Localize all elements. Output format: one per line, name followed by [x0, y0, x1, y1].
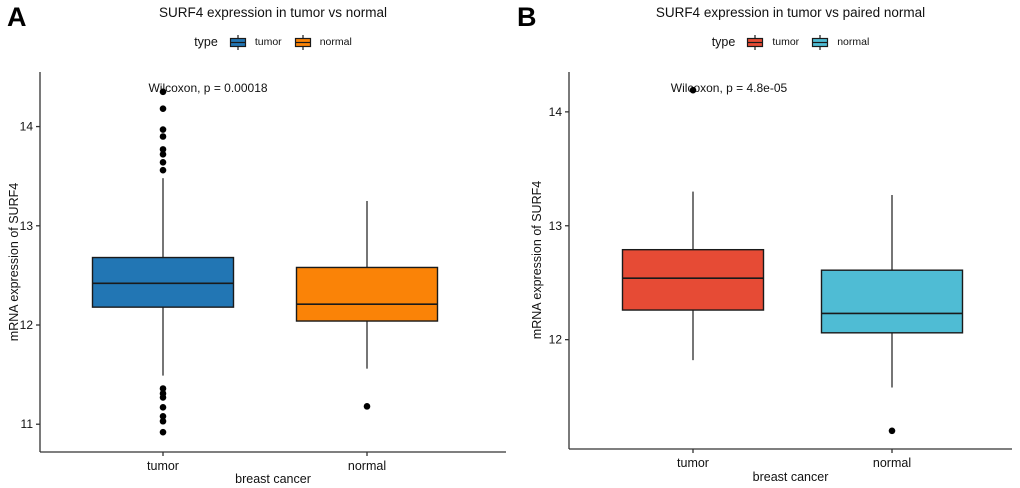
y-tick-label: 12: [549, 333, 563, 347]
boxplot-key-icon: [294, 34, 311, 50]
outlier-point: [159, 412, 167, 420]
boxplot-key-icon: [229, 34, 246, 50]
boxplot-key-icon: [747, 34, 764, 50]
box-normal: [295, 266, 439, 322]
legend-title: type: [194, 35, 218, 49]
box-tumor: [91, 256, 235, 308]
outlier-point: [159, 158, 167, 166]
legend-b: type tumor normal: [569, 31, 1012, 53]
outlier-point: [159, 133, 167, 140]
x-tick-label: tumor: [147, 459, 179, 473]
panel-b: B SURF4 expression in tumor vs paired no…: [510, 0, 1020, 488]
x-tick-label: tumor: [677, 456, 709, 470]
x-tick-label: normal: [873, 456, 911, 470]
legend-a: type tumor normal: [40, 31, 506, 53]
y-tick-label: 13: [549, 219, 563, 233]
legend-items: tumor normal: [227, 34, 352, 51]
outlier-point: [689, 86, 697, 94]
outlier-point: [159, 417, 167, 425]
outlier-point: [159, 105, 167, 113]
outlier-point: [159, 385, 167, 392]
outlier-point: [159, 126, 167, 133]
y-tick-label: 14: [549, 105, 563, 119]
chart-title-b: SURF4 expression in tumor vs paired norm…: [655, 5, 926, 20]
outlier-point: [159, 404, 167, 411]
panel-label-a: A: [7, 2, 27, 32]
x-axis-label-a: breast cancer: [235, 472, 311, 486]
outlier-point: [159, 151, 167, 158]
chart-title-a: SURF4 expression in tumor vs normal: [158, 5, 388, 20]
stat-annotation-b: Wilcoxon, p = 4.8e-05: [670, 81, 788, 95]
outlier-point: [159, 166, 167, 174]
outlier-point: [363, 403, 371, 410]
outlier-point: [159, 146, 167, 153]
panel-a: A SURF4 expression in tumor vs normal ty…: [7, 2, 506, 486]
box-normal: [820, 269, 964, 334]
y-tick-label: 13: [20, 219, 34, 233]
boxplot-svg-a: 11 12 13 14 tumor normal: [20, 72, 506, 473]
legend-item-normal: normal: [809, 34, 869, 51]
legend-item-tumor: tumor: [227, 34, 282, 51]
legend-item-label: normal: [319, 36, 352, 48]
legend-item-normal: normal: [292, 34, 352, 51]
legend-item-tumor: tumor: [744, 34, 799, 51]
legend-items: tumor normal: [744, 34, 869, 51]
outlier-point: [888, 427, 896, 435]
boxplot-svg-b: 12 13 14 tumor normal: [549, 72, 1012, 470]
boxplot-key-icon: [812, 34, 829, 50]
y-tick-label: 11: [21, 417, 34, 431]
outlier-point: [159, 394, 167, 401]
legend-item-label: normal: [837, 36, 870, 48]
box-tumor: [621, 248, 765, 311]
panel-label-b: B: [517, 2, 537, 32]
x-tick-label: normal: [348, 459, 386, 473]
x-axis-label-b: breast cancer: [752, 470, 829, 484]
y-tick-label: 12: [20, 318, 34, 332]
stat-annotation-a: Wilcoxon, p = 0.00018: [148, 81, 268, 95]
outlier-point: [159, 428, 167, 436]
legend-item-label: tumor: [254, 36, 282, 48]
legend-item-label: tumor: [772, 36, 800, 48]
y-tick-label: 14: [20, 120, 34, 134]
legend-title: type: [711, 35, 736, 49]
outlier-point: [159, 88, 167, 96]
